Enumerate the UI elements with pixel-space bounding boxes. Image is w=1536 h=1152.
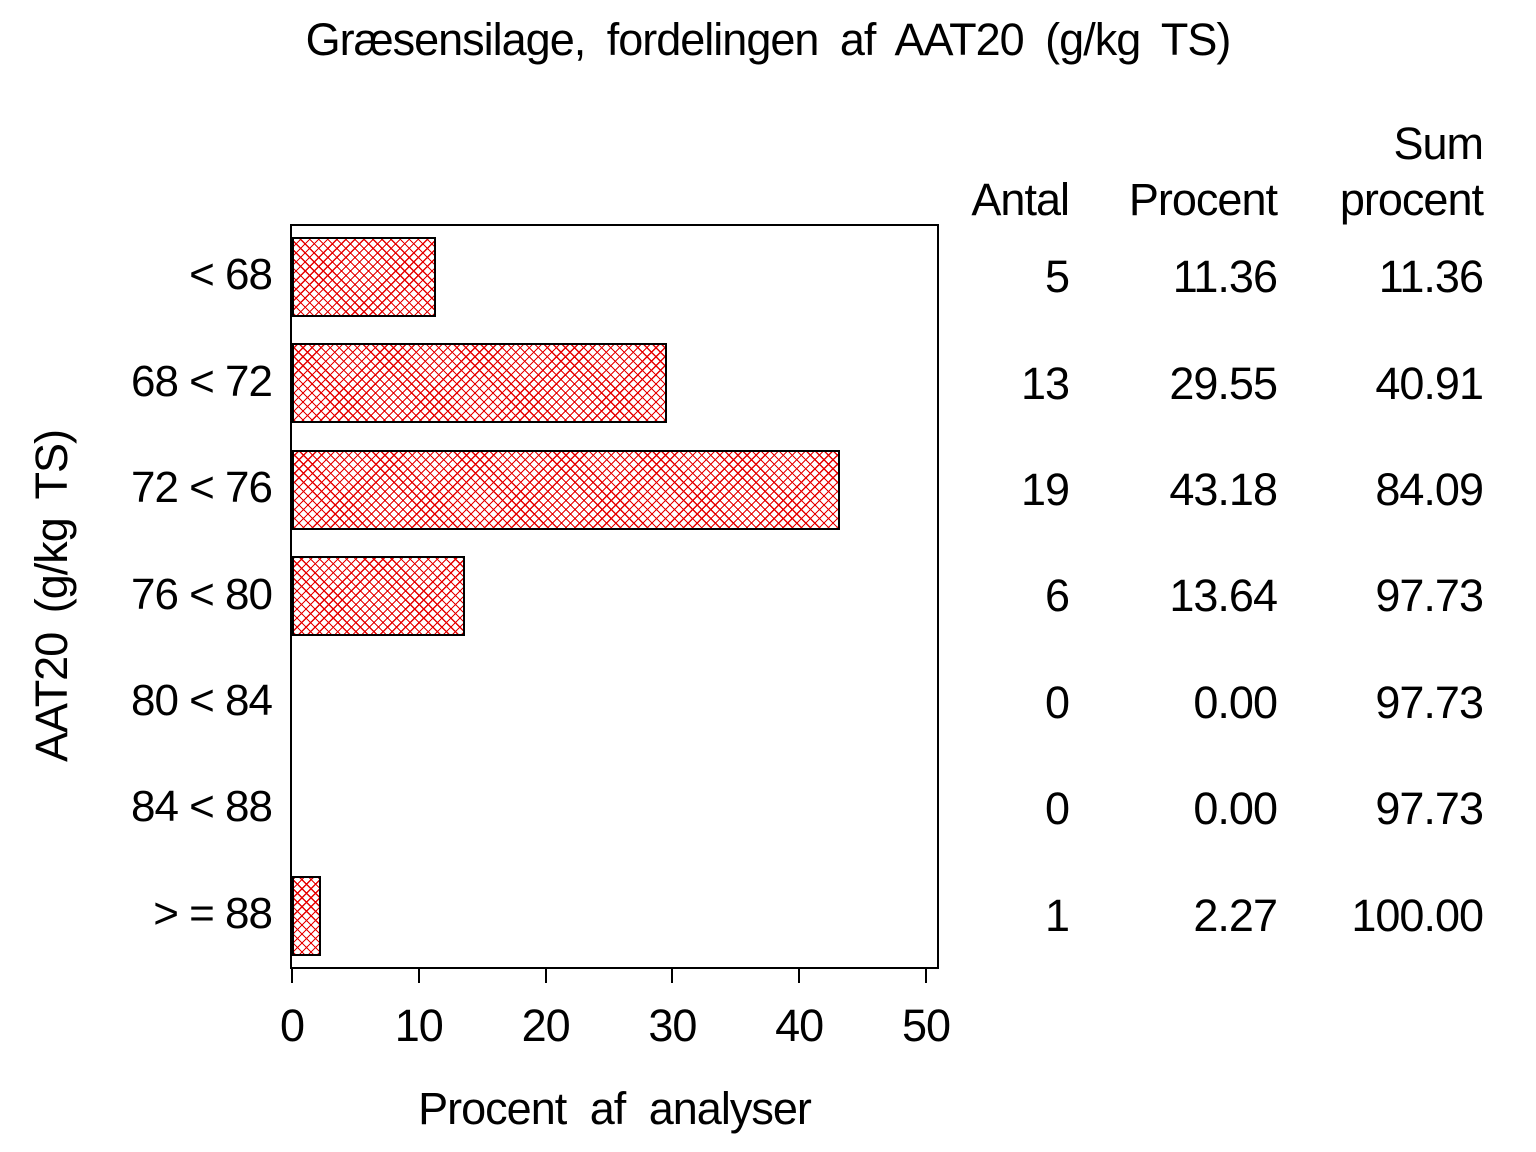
bar-72<76 bbox=[292, 449, 840, 530]
header-spacer bbox=[940, 116, 1069, 172]
sum-procent-value: 97.73 bbox=[1375, 676, 1484, 728]
y-tick-label: 68 < 72 bbox=[130, 356, 273, 406]
y-tick-label: > = 88 bbox=[153, 888, 273, 938]
procent-value: 0.00 bbox=[1193, 783, 1278, 835]
procent-value: 29.55 bbox=[1169, 357, 1278, 409]
header-spacer bbox=[1069, 116, 1277, 172]
x-tick-label: 50 bbox=[901, 1000, 951, 1051]
antal-value: 0 bbox=[1044, 783, 1070, 835]
x-tick-label: 40 bbox=[775, 1000, 824, 1051]
x-tick-mark bbox=[291, 969, 293, 983]
header-sum-line1: Sum bbox=[1393, 118, 1484, 169]
sum-procent-value: 100.00 bbox=[1351, 889, 1484, 941]
y-tick-label: 72 < 76 bbox=[130, 463, 273, 513]
procent-value: 11.36 bbox=[1172, 251, 1278, 303]
x-axis-title: Procent af analyser bbox=[418, 1083, 812, 1134]
antal-value: 5 bbox=[1044, 251, 1070, 303]
header-antal: Antal bbox=[971, 174, 1070, 225]
y-axis-labels: < 68 68 < 72 72 < 76 76 < 80 80 < 84 84 < 88 >… bbox=[0, 224, 273, 969]
sum-procent-value: 11.36 bbox=[1378, 251, 1484, 303]
sum-procent-value: 97.73 bbox=[1375, 570, 1484, 622]
bar-<68 bbox=[292, 237, 436, 317]
x-tick-mark bbox=[798, 969, 801, 983]
stat-table: 5 11.36 11.36 13 29.55 40.91 19 43.18 84.09 6 13.6… bbox=[940, 224, 1484, 969]
procent-value: 0.00 bbox=[1193, 676, 1278, 728]
bar->=88 bbox=[292, 875, 321, 956]
x-tick-label: 20 bbox=[521, 1000, 571, 1051]
x-tick-label: 10 bbox=[394, 1000, 444, 1051]
x-tick-mark bbox=[925, 969, 927, 983]
y-tick-label: 80 < 84 bbox=[130, 675, 273, 725]
stat-table-header: Sum Antal Procent procent bbox=[940, 116, 1484, 228]
x-tick-label: 0 bbox=[279, 1000, 305, 1051]
procent-value: 13.64 bbox=[1169, 570, 1278, 622]
procent-value: 43.18 bbox=[1169, 464, 1278, 516]
x-tick-mark bbox=[671, 969, 674, 983]
antal-value: 1 bbox=[1044, 889, 1070, 941]
antal-value: 6 bbox=[1044, 570, 1070, 622]
antal-value: 19 bbox=[1020, 464, 1070, 516]
y-tick-label: 76 < 80 bbox=[130, 569, 273, 619]
y-tick-label: < 68 bbox=[189, 250, 273, 300]
antal-value: 13 bbox=[1020, 357, 1070, 409]
bar-68<72 bbox=[292, 343, 667, 424]
x-tick-mark bbox=[544, 969, 547, 983]
header-procent: Procent bbox=[1128, 174, 1278, 225]
y-tick-label: 84 < 88 bbox=[130, 782, 273, 832]
antal-value: 0 bbox=[1044, 676, 1070, 728]
sum-procent-value: 97.73 bbox=[1375, 783, 1484, 835]
header-sum-line2: procent bbox=[1339, 174, 1484, 225]
x-tick-label: 30 bbox=[648, 1000, 697, 1051]
sum-procent-value: 40.91 bbox=[1375, 357, 1484, 409]
bar-76<80 bbox=[292, 556, 465, 637]
procent-value: 2.27 bbox=[1193, 889, 1278, 941]
x-tick-mark bbox=[417, 969, 420, 983]
sum-procent-value: 84.09 bbox=[1375, 464, 1484, 516]
plot-area bbox=[290, 224, 939, 969]
chart-title: Græsensilage, fordelingen af AAT20 (g/kg… bbox=[305, 14, 1232, 65]
